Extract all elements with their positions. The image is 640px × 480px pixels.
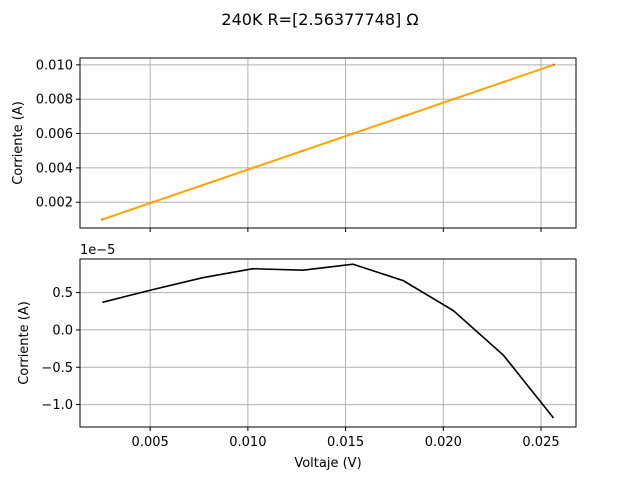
residual-line [102,263,555,419]
y-axis-label: Corriente (A) [11,101,26,185]
y-tick-label: 0.0 [52,323,73,338]
fit-line [102,63,554,221]
bottom-subplot: 0.005 0.010 0.015 0.020 0.025 −1.0 −0.5 0.0 0.5 C… [17,243,577,450]
x-tick-label: 0.005 [132,435,169,450]
chart-title: 240K R=[2.56377748] Ω [221,10,418,29]
y-axis-label: Corriente (A) [17,301,32,385]
y-tick-label: −0.5 [41,361,73,376]
x-tick-label: 0.025 [522,435,559,450]
x-axis-label: Voltaje (V) [294,456,361,471]
y-tick-label: 0.008 [36,93,73,108]
y-offset-label: 1e−5 [80,243,115,258]
x-tick-label: 0.015 [327,435,364,450]
y-tick-label: −1.0 [41,398,73,413]
x-tick-label: 0.020 [425,435,462,450]
x-tick-label: 0.010 [229,435,266,450]
y-tick-label: 0.010 [36,58,73,73]
y-tick-label: 0.004 [36,161,73,176]
plot-frame [79,258,577,428]
top-subplot: 0.002 0.004 0.006 0.008 0.010 Corriente (A) [11,57,577,232]
y-tick-label: 0.002 [36,196,73,211]
plot-frame [79,57,577,229]
y-tick-label: 0.5 [52,286,73,301]
y-tick-label: 0.006 [36,127,73,142]
